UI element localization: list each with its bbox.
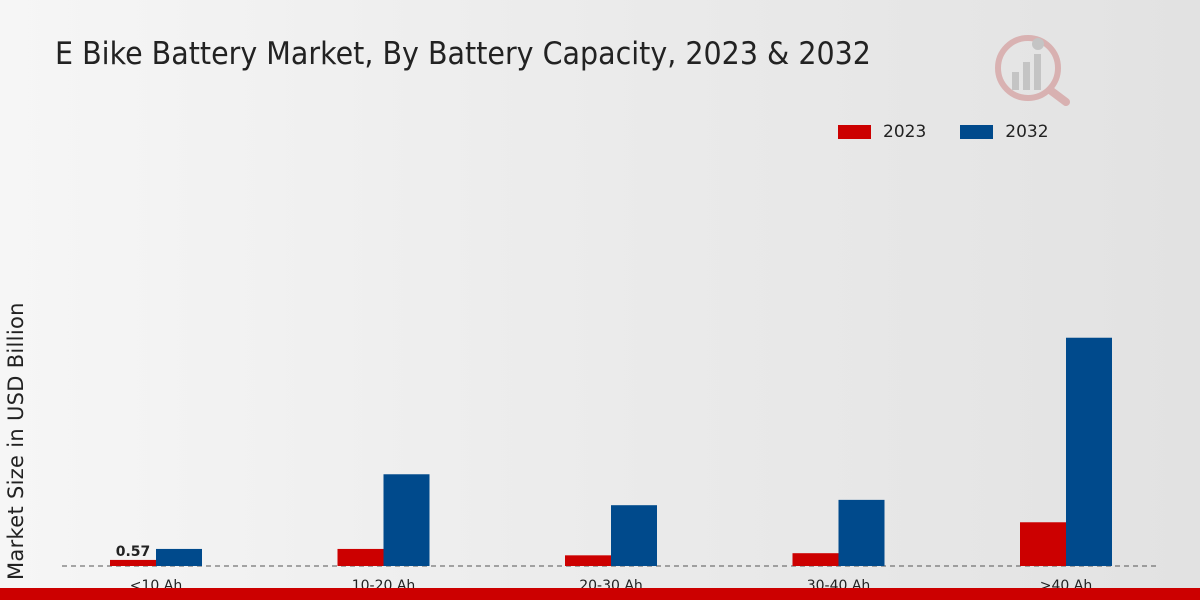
bar-2023-3 <box>792 553 839 566</box>
chart-legend: 2023 2032 <box>838 122 1083 142</box>
data-label: 0.57 <box>116 544 151 560</box>
chart-title: E Bike Battery Market, By Battery Capaci… <box>55 36 871 72</box>
legend-label-2032: 2032 <box>1005 122 1049 142</box>
bar-2032-2 <box>611 505 657 566</box>
bar-2032-4 <box>1066 337 1112 566</box>
bar-2023-1 <box>337 548 384 566</box>
bar-2032-0 <box>156 548 202 566</box>
bar-2032-1 <box>383 474 430 566</box>
legend-label-2023: 2023 <box>883 122 927 142</box>
legend-swatch-2023 <box>838 125 871 139</box>
bottom-accent-bar <box>0 588 1200 600</box>
legend-swatch-2032 <box>960 125 994 139</box>
bar-2023-2 <box>565 555 611 566</box>
legend-item-2032: 2032 <box>960 122 1049 142</box>
bar-2023-4 <box>1020 522 1066 566</box>
watermark-logo-icon <box>995 35 1070 106</box>
bar-2032-3 <box>838 499 885 566</box>
bar-2023-0 <box>110 559 156 566</box>
legend-item-2023: 2023 <box>838 122 926 142</box>
